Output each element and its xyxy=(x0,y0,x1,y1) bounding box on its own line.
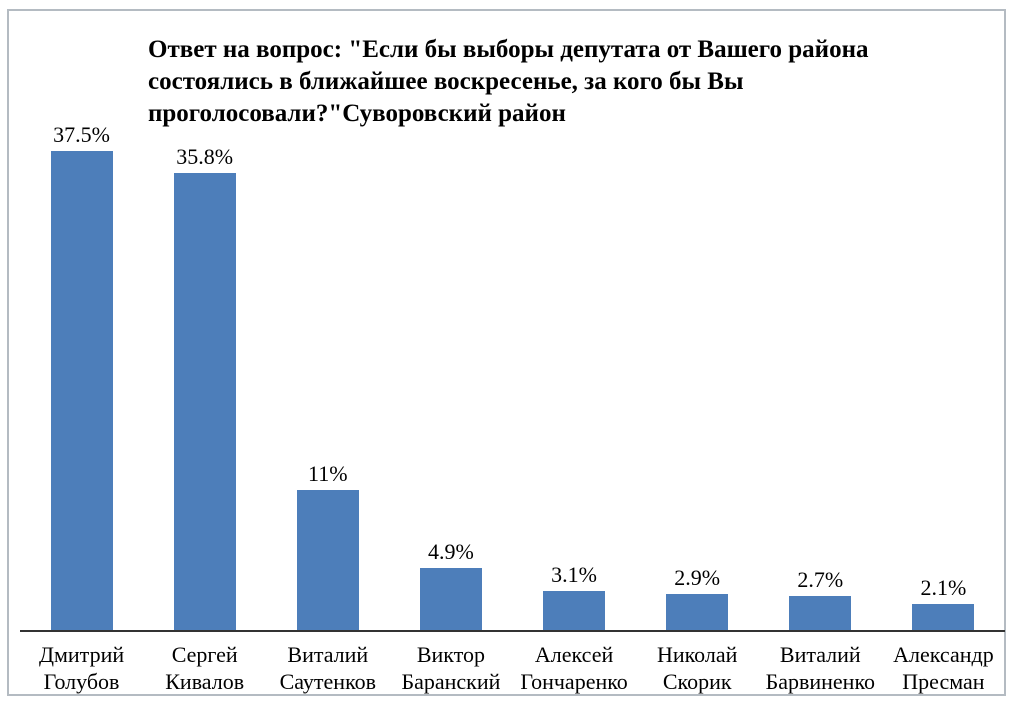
bar-column: 35.8% xyxy=(143,144,266,631)
category-label: Александр Пресман xyxy=(893,642,994,694)
category-label: Виктор Баранский xyxy=(401,642,501,694)
bar-column: 11% xyxy=(266,461,389,631)
bar xyxy=(296,490,359,631)
category-label: Алексей Гончаренко xyxy=(520,642,628,694)
bar xyxy=(173,173,236,631)
category-label: Виталий Барвиненко xyxy=(765,642,876,694)
chart-title-line-3: проголосовали?"Суворовский район xyxy=(148,100,566,127)
bar xyxy=(543,591,606,631)
bar-value-label: 35.8% xyxy=(176,144,234,169)
chart-frame xyxy=(7,9,1006,696)
category-label: Виталий Саутенков xyxy=(279,642,377,694)
bar-column: 4.9% xyxy=(389,539,512,631)
bar-column: 2.1% xyxy=(882,575,1005,631)
bar-value-label: 2.7% xyxy=(797,567,844,592)
chart-title-line-2: состоялись в ближайшее воскресенье, за к… xyxy=(148,68,744,95)
bar-value-label: 3.1% xyxy=(551,562,597,587)
bar-value-label: 2.9% xyxy=(674,565,721,590)
bar-column: 2.9% xyxy=(636,565,759,631)
category-label: Сергей Кивалов xyxy=(165,642,245,694)
chart-title: Ответ на вопрос: "Если бы выборы депутат… xyxy=(148,34,928,130)
bar-value-label: 11% xyxy=(308,461,348,486)
bar xyxy=(50,151,113,631)
bar-column: 3.1% xyxy=(513,562,636,631)
x-axis-line xyxy=(20,630,1005,632)
category-labels-row: Дмитрий Голубов Сергей Кивалов Виталий Саутен… xyxy=(20,641,1005,695)
bar-value-label: 4.9% xyxy=(428,539,474,564)
bar-column: 37.5% xyxy=(20,122,143,631)
category-label: Николай Скорик xyxy=(656,642,738,694)
chart-title-line-1: Ответ на вопрос: "Если бы выборы депутат… xyxy=(148,36,869,63)
bar-value-label: 37.5% xyxy=(53,122,110,147)
bar xyxy=(912,604,975,631)
bar xyxy=(789,596,852,631)
bar xyxy=(419,568,482,631)
bars-row: 37.5% 35.8% 11% 4.9% 3.1% 2.9% 2.7% 2.1% xyxy=(20,122,1005,631)
bar-value-label: 2.1% xyxy=(920,575,967,600)
bar xyxy=(666,594,729,631)
bar-column: 2.7% xyxy=(759,567,882,631)
category-label: Дмитрий Голубов xyxy=(38,642,125,694)
